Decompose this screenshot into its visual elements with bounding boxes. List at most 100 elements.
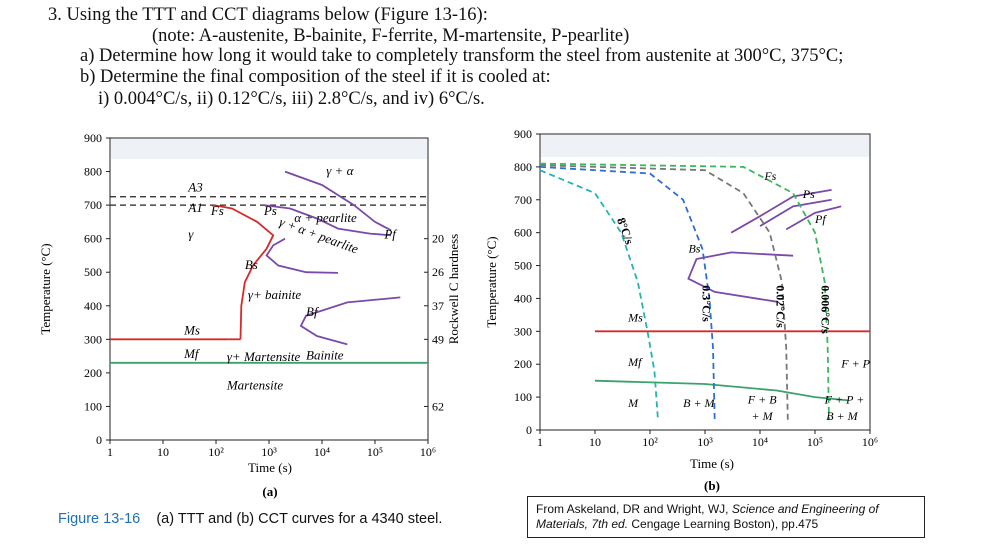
cct-label-fbm-2: + M <box>751 409 773 423</box>
cct-plot-area <box>539 133 871 431</box>
ttt-label: Fs <box>210 203 224 218</box>
ttt-curve-bf <box>299 296 401 346</box>
cct-curve-fs <box>730 189 832 234</box>
ttt-y-tick-label: 800 <box>84 165 102 179</box>
cct-cooling-curve <box>539 164 789 421</box>
cct-label: Fs <box>763 169 776 183</box>
ttt-x-tick-label: 10 <box>157 445 169 459</box>
ttt-x-tick-label: 10⁴ <box>314 445 330 459</box>
cct-x-tick-label: 10⁶ <box>862 435 878 449</box>
cct-panel-label: (b) <box>704 478 720 493</box>
cct-x-tick-label: 10 <box>589 435 601 449</box>
ttt-label: Ms <box>183 322 200 337</box>
ttt-hardness-label: 26 <box>432 265 444 279</box>
question-part-b: b) Determine the final composition of th… <box>80 67 551 87</box>
cct-x-ticks: 1 10 10² 10³ 10⁴ 10⁵ 10⁶ <box>537 430 878 449</box>
cct-x-tick-label: 1 <box>537 435 543 449</box>
cct-label: M <box>627 396 639 410</box>
ttt-label: A1 <box>187 200 202 215</box>
ttt-label: Martensite <box>226 378 284 393</box>
cct-y-tick-label: 0 <box>526 423 532 437</box>
ttt-plot-area <box>109 137 429 441</box>
ttt-hardness-label: 20 <box>432 232 444 246</box>
cct-label: Bs <box>688 241 700 255</box>
cct-y-tick-label: 900 <box>514 127 532 141</box>
ttt-y-ticks: 0 100 200 300 400 500 600 700 800 900 <box>84 131 110 447</box>
ttt-x-axis-label: Time (s) <box>248 460 292 475</box>
ttt-label: A3 <box>187 180 203 195</box>
ttt-x-tick-label: 10² <box>208 445 224 459</box>
cct-curve-ps <box>759 198 832 227</box>
cct-curve-pf <box>785 205 842 231</box>
ttt-diagram: 0 100 200 300 400 500 600 700 800 900 1 10 10² 10³ 10… <box>34 124 470 504</box>
source-prefix: From Askeland, DR and Wright, WJ, <box>536 502 732 516</box>
figure-caption: Figure 13-16 (a) TTT and (b) CCT curves … <box>58 511 442 527</box>
ttt-curves <box>110 170 428 364</box>
cct-label: Pf <box>814 212 827 226</box>
ttt-y-tick-label: 100 <box>84 399 102 413</box>
cct-cooling-curve <box>539 166 716 421</box>
cct-y-ticks: 0 100 200 300 400 500 600 700 800 900 <box>514 127 540 437</box>
cct-x-tick-label: 10³ <box>697 435 713 449</box>
ttt-y-tick-label: 900 <box>84 131 102 145</box>
cct-label: Ms <box>627 310 643 324</box>
cct-x-tick-label: 10⁴ <box>752 435 768 449</box>
figure-caption-text: (a) TTT and (b) CCT curves for a 4340 st… <box>156 511 443 527</box>
cct-y-tick-label: 600 <box>514 226 532 240</box>
ttt-x-tick-label: 10⁶ <box>420 445 436 459</box>
ttt-hardness-label: 62 <box>432 399 444 413</box>
source-title: Science and Engineering of Materials, 7t… <box>536 502 879 531</box>
ttt-y-tick-label: 300 <box>84 332 102 346</box>
figure-number: Figure 13-16 <box>58 511 141 527</box>
ttt-label: Bainite <box>306 347 344 362</box>
cct-label: F + P <box>840 357 870 371</box>
ttt-label: γ <box>188 227 194 242</box>
cct-line-mf <box>594 379 849 402</box>
ttt-label: Mf <box>183 346 201 361</box>
cct-label-fbm: F + B <box>747 393 777 407</box>
cct-curve-bs <box>687 251 794 303</box>
cct-cooling-curve <box>539 162 830 421</box>
question-note: (note: A-austenite, B-bainite, F-ferrite… <box>152 26 630 46</box>
ttt-y-axis-label: Temperature (°C) <box>38 243 53 334</box>
question-part-a: a) Determine how long it would take to c… <box>80 46 844 66</box>
cct-x-axis-label: Time (s) <box>690 456 734 471</box>
ttt-curve-pf <box>284 170 392 232</box>
cct-y-tick-label: 300 <box>514 324 532 338</box>
cct-x-tick-label: 10⁵ <box>807 435 823 449</box>
cct-y-tick-label: 500 <box>514 259 532 273</box>
ttt-curve-bs <box>265 237 339 274</box>
ttt-x-tick-label: 1 <box>107 445 113 459</box>
ttt-y-tick-label: 400 <box>84 299 102 313</box>
ttt-y-tick-label: 600 <box>84 232 102 246</box>
cct-label-fpbm-2: B + M <box>826 409 858 423</box>
ttt-y-tick-label: 500 <box>84 265 102 279</box>
question-rates: i) 0.004°C/s, ii) 0.12°C/s, iii) 2.8°C/s… <box>98 89 485 109</box>
ttt-hardness-label: 49 <box>432 332 444 346</box>
cct-y-tick-label: 100 <box>514 390 532 404</box>
cct-y-tick-label: 200 <box>514 357 532 371</box>
ttt-x-ticks: 1 10 10² 10³ 10⁴ 10⁵ 10⁶ <box>107 440 436 459</box>
cct-curves <box>539 162 870 421</box>
cct-cooling-rate-label: 0.3°C/s <box>699 285 713 322</box>
ttt-label: γ + α <box>326 163 354 178</box>
ttt-y-tick-label: 0 <box>96 433 102 447</box>
cct-label-fpbm: F + P + <box>824 393 865 407</box>
ttt-x-tick-label: 10³ <box>261 445 277 459</box>
cct-cooling-rate-label: 0.02°C/s <box>774 285 788 328</box>
cct-cooling-rate-label: 0.006°C/s <box>818 285 832 334</box>
ttt-label: Ps <box>263 203 277 218</box>
ttt-label: Bs <box>245 257 258 272</box>
ttt-panel-label: (a) <box>262 484 277 499</box>
ttt-y-tick-label: 700 <box>84 198 102 212</box>
ttt-hardness-label: 37 <box>432 299 444 313</box>
cct-y-tick-label: 700 <box>514 193 532 207</box>
ttt-curve-fs <box>213 204 275 340</box>
ttt-hardness-ticks: 20 26 37 49 62 <box>424 232 444 413</box>
cct-diagram: 0 100 200 300 400 500 600 700 800 900 1 10 10² 10³ 10… <box>478 124 896 496</box>
ttt-label: Pf <box>383 227 398 242</box>
cct-y-tick-label: 400 <box>514 291 532 305</box>
cct-label: B + M <box>683 396 715 410</box>
cct-label: Mf <box>627 355 643 369</box>
ttt-label: γ+ Martensite <box>227 349 301 364</box>
